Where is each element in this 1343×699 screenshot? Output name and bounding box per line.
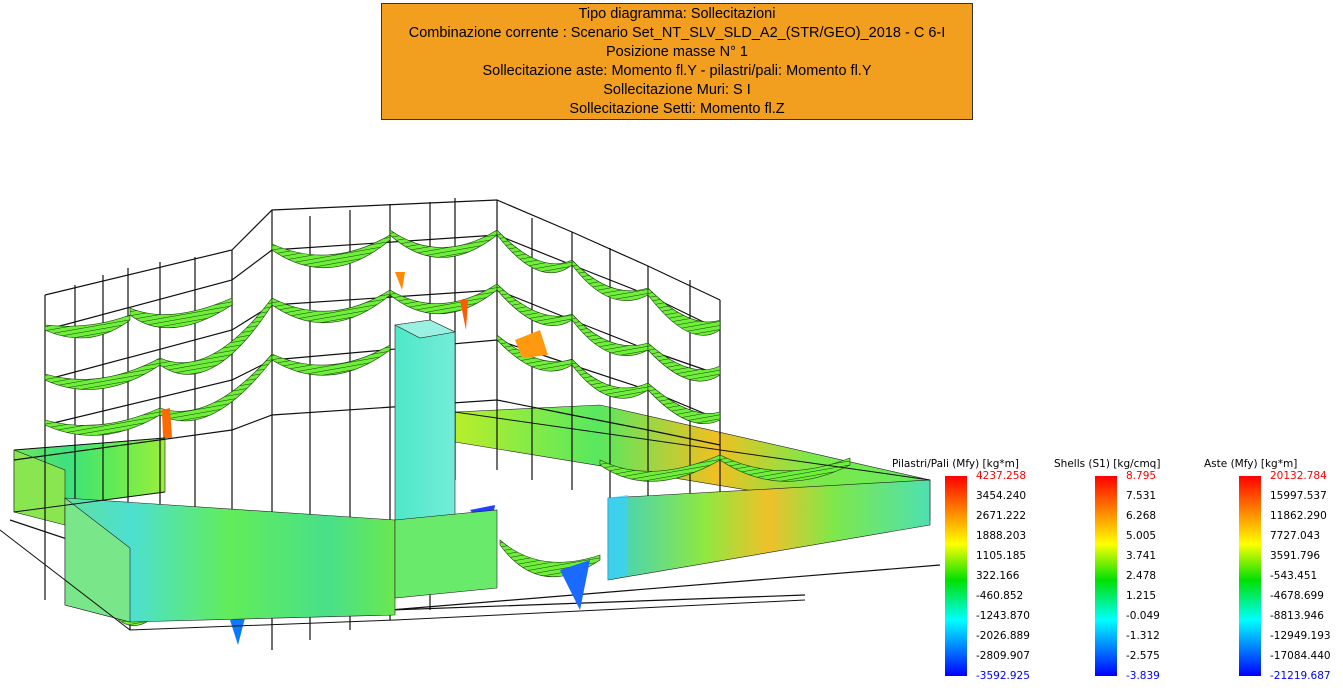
legend-value: 11862.290 bbox=[1270, 510, 1327, 522]
legend-value: 5.005 bbox=[1126, 530, 1157, 542]
legend-value: -3592.925 bbox=[976, 670, 1030, 682]
legend-value: -543.451 bbox=[1270, 570, 1318, 582]
diagram-info-box: Tipo diagramma: Sollecitazioni Combinazi… bbox=[381, 3, 973, 120]
legend-shells-title: Shells (S1) [kg/cmq] bbox=[1054, 458, 1161, 470]
left-wall-shell bbox=[13, 437, 166, 526]
legend-value: 8.795 bbox=[1126, 470, 1157, 482]
info-line-wall-stress: Sollecitazione Muri: S I bbox=[603, 82, 751, 98]
legend-columns-color-bar bbox=[945, 476, 967, 676]
legend-value: 7727.043 bbox=[1270, 530, 1321, 542]
legend-value: -4678.699 bbox=[1270, 590, 1324, 602]
moment-diagrams bbox=[44, 229, 851, 626]
legend-value: -2026.889 bbox=[976, 630, 1030, 642]
legend-value: -21219.687 bbox=[1270, 670, 1331, 682]
right-wall-shell bbox=[607, 479, 931, 581]
legend-value: -1243.870 bbox=[976, 610, 1030, 622]
legend-value: 3.741 bbox=[1126, 550, 1157, 562]
legend-value: 1.215 bbox=[1126, 590, 1157, 602]
legend-value: -12949.193 bbox=[1270, 630, 1331, 642]
legend-value: 2.478 bbox=[1126, 570, 1157, 582]
legend-value: 3591.796 bbox=[1270, 550, 1321, 562]
info-line-beam-stress: Sollecitazione aste: Momento fl.Y - pila… bbox=[482, 63, 872, 79]
legend-value: 20132.784 bbox=[1270, 470, 1327, 482]
legend-beams-color-bar bbox=[1239, 476, 1261, 676]
legend-value: 15997.537 bbox=[1270, 490, 1327, 502]
central-core-shell bbox=[394, 319, 456, 526]
legend-beams-labels: 20132.784 15997.537 11862.290 7727.043 3… bbox=[1270, 470, 1331, 690]
legend-value: 6.268 bbox=[1126, 510, 1157, 522]
structural-model-viewport[interactable] bbox=[0, 180, 945, 660]
legend-shells-labels: 8.795 7.531 6.268 5.005 3.741 2.478 1.21… bbox=[1126, 470, 1160, 690]
legend-value: -2809.907 bbox=[976, 650, 1030, 662]
legend-value: -8813.946 bbox=[1270, 610, 1324, 622]
legend-value: 1888.203 bbox=[976, 530, 1027, 542]
legend-value: -3.839 bbox=[1126, 670, 1160, 682]
legend-value: -17084.440 bbox=[1270, 650, 1331, 662]
front-wall-shell bbox=[64, 497, 498, 623]
foreground-frame-lines bbox=[0, 411, 931, 631]
legend-columns-labels: 4237.258 3454.240 2671.222 1888.203 1105… bbox=[976, 470, 1030, 690]
legend-columns-title: Pilastri/Pali (Mfy) [kg*m] bbox=[892, 458, 1019, 470]
legend-value: -0.049 bbox=[1126, 610, 1160, 622]
legend-value: 322.166 bbox=[976, 570, 1020, 582]
legend-value: 3454.240 bbox=[976, 490, 1027, 502]
info-line-shear-wall-stress: Sollecitazione Setti: Momento fl.Z bbox=[569, 101, 785, 117]
legend-value: -460.852 bbox=[976, 590, 1024, 602]
legend-value: -1.312 bbox=[1126, 630, 1160, 642]
legend-beams-title: Aste (Mfy) [kg*m] bbox=[1204, 458, 1298, 470]
legend-value: 4237.258 bbox=[976, 470, 1027, 482]
legend-value: 1105.185 bbox=[976, 550, 1027, 562]
legend-shells-color-bar bbox=[1095, 476, 1117, 676]
info-line-diagram-type: Tipo diagramma: Sollecitazioni bbox=[578, 6, 776, 22]
legend-value: -2.575 bbox=[1126, 650, 1160, 662]
legend-value: 2671.222 bbox=[976, 510, 1027, 522]
info-line-mass-position: Posizione masse N° 1 bbox=[606, 44, 748, 60]
legend-value: 7.531 bbox=[1126, 490, 1157, 502]
info-line-combination: Combinazione corrente : Scenario Set_NT_… bbox=[408, 25, 946, 41]
